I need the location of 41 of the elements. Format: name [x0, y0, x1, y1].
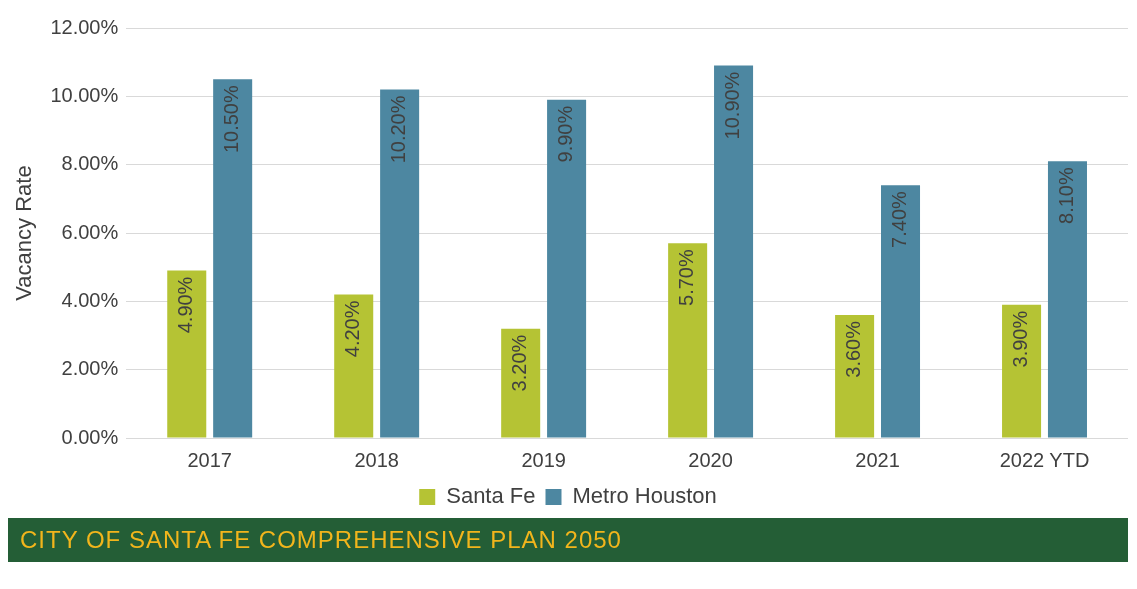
y-axis-title: Vacancy Rate: [11, 165, 37, 301]
x-tick-label: 2022 YTD: [999, 448, 1090, 471]
data-label: 4.20%: [341, 300, 364, 358]
data-label: 3.60%: [842, 320, 865, 378]
data-label: 3.20%: [508, 334, 531, 392]
bar: [167, 270, 207, 438]
data-label: 3.90%: [1009, 310, 1032, 368]
y-tick-label: 8.00%: [61, 152, 119, 175]
bar: [334, 294, 374, 438]
data-label: 10.50%: [220, 85, 243, 154]
bar: [501, 328, 541, 438]
data-label: 5.70%: [675, 249, 698, 306]
text: CITY OF SANTA FE COMPREHENSIVE PLAN 2050: [8, 518, 1128, 562]
data-label: 8.10%: [1054, 167, 1077, 224]
bar: [714, 65, 754, 438]
bar: [668, 243, 708, 438]
y-tick-label: 10.00%: [50, 83, 119, 106]
y-tick-label: 0.00%: [61, 425, 119, 448]
data-label: 4.90%: [174, 276, 197, 334]
bar: [380, 89, 420, 438]
y-tick-label: 6.00%: [61, 220, 119, 243]
data-label: 10.90%: [721, 71, 744, 140]
bar: [1047, 161, 1087, 438]
bar: [213, 79, 253, 438]
x-tick-label: 2017: [187, 448, 232, 471]
x-tick-label: 2018: [354, 448, 399, 471]
bar: [1002, 304, 1042, 438]
x-tick-label: 2019: [521, 448, 566, 471]
x-tick-label: 2021: [855, 448, 900, 471]
x-tick-label: 2020: [688, 448, 733, 471]
data-label: 7.40%: [888, 190, 911, 248]
data-label: 10.20%: [387, 95, 410, 164]
legend-label: Santa Fe: [446, 483, 536, 509]
legend-label: Metro Houston: [572, 483, 717, 509]
y-tick-label: 12.00%: [50, 15, 119, 38]
bar: [835, 315, 875, 438]
y-tick-label: 2.00%: [61, 357, 119, 380]
bar: [881, 185, 921, 438]
bar: [547, 99, 587, 438]
data-label: 9.90%: [554, 105, 577, 163]
y-tick-label: 4.00%: [61, 288, 119, 311]
